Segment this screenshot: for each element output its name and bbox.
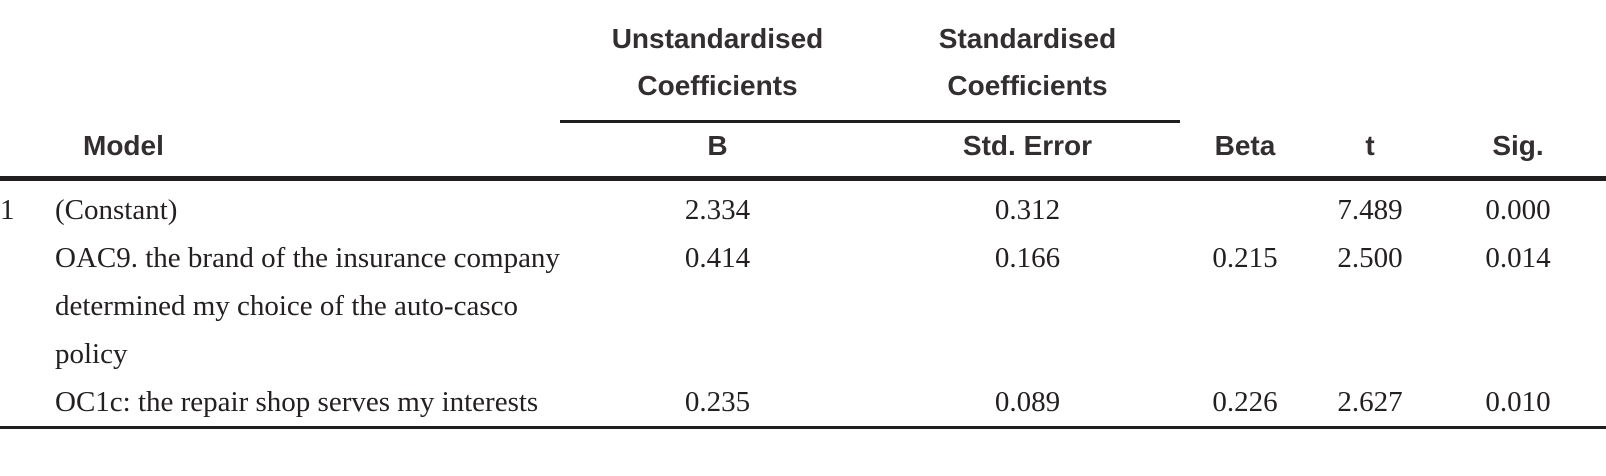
group-header-row: Unstandardised Coefficients Standardised…	[0, 0, 1606, 123]
column-header-b: B	[560, 121, 875, 181]
cell-model-number: 1	[0, 194, 15, 226]
cell-predictor: OAC9. the brand of the insurance company…	[55, 242, 560, 370]
column-header-model: Model	[55, 121, 560, 181]
cell-predictor: (Constant)	[55, 194, 178, 226]
group-header-spacer-beta	[1180, 0, 1310, 122]
table-body: 1 (Constant) 2.334 0.312 7.489 0.000 OAC…	[0, 179, 1606, 429]
cell-b: 0.414	[684, 242, 751, 274]
cell-std-error: 0.312	[994, 194, 1061, 226]
table-row-constant: 1 (Constant) 2.334 0.312 7.489 0.000	[0, 179, 1606, 235]
cell-sig: 0.000	[1485, 194, 1551, 226]
table-row-oac9: OAC9. the brand of the insurance company…	[0, 234, 1606, 378]
group-header-spacer-sig	[1430, 0, 1606, 122]
cell-sig: 0.010	[1430, 378, 1606, 429]
cell-std-error: 0.166	[994, 242, 1061, 274]
column-header-beta: Beta	[1180, 121, 1310, 181]
cell-beta: 0.226	[1180, 378, 1310, 429]
cell-t: 2.627	[1310, 378, 1430, 429]
group-header-spacer-left	[0, 0, 560, 122]
cell-model-number	[0, 234, 55, 378]
cell-b: 2.334	[684, 194, 751, 226]
cell-t: 2.500	[1337, 242, 1403, 274]
column-header-t: t	[1310, 121, 1430, 181]
cell-t: 7.489	[1337, 194, 1403, 226]
cell-sig: 0.014	[1485, 242, 1551, 274]
cell-beta	[1180, 179, 1310, 235]
cell-model-number	[0, 378, 55, 429]
table-row-oc1c: OC1c: the repair shop serves my interest…	[0, 378, 1606, 429]
column-header-std-error: Std. Error	[875, 121, 1180, 181]
column-header-sig: Sig.	[1430, 121, 1606, 181]
column-header-row: Model B Std. Error Beta t Sig.	[0, 121, 1606, 181]
cell-beta: 0.215	[1212, 242, 1278, 274]
cell-b: 0.235	[560, 378, 875, 429]
table-header: Unstandardised Coefficients Standardised…	[0, 0, 1606, 181]
cell-std-error: 0.089	[875, 378, 1180, 429]
group-header-unstandardised-coefficients: Unstandardised Coefficients	[560, 0, 875, 123]
group-header-spacer-t	[1310, 0, 1430, 122]
column-header-row-number	[0, 121, 55, 181]
regression-coefficients-table: Unstandardised Coefficients Standardised…	[0, 0, 1606, 429]
group-header-standardised-coefficients: Standardised Coefficients	[875, 0, 1180, 123]
cell-predictor: OC1c: the repair shop serves my interest…	[55, 378, 560, 429]
